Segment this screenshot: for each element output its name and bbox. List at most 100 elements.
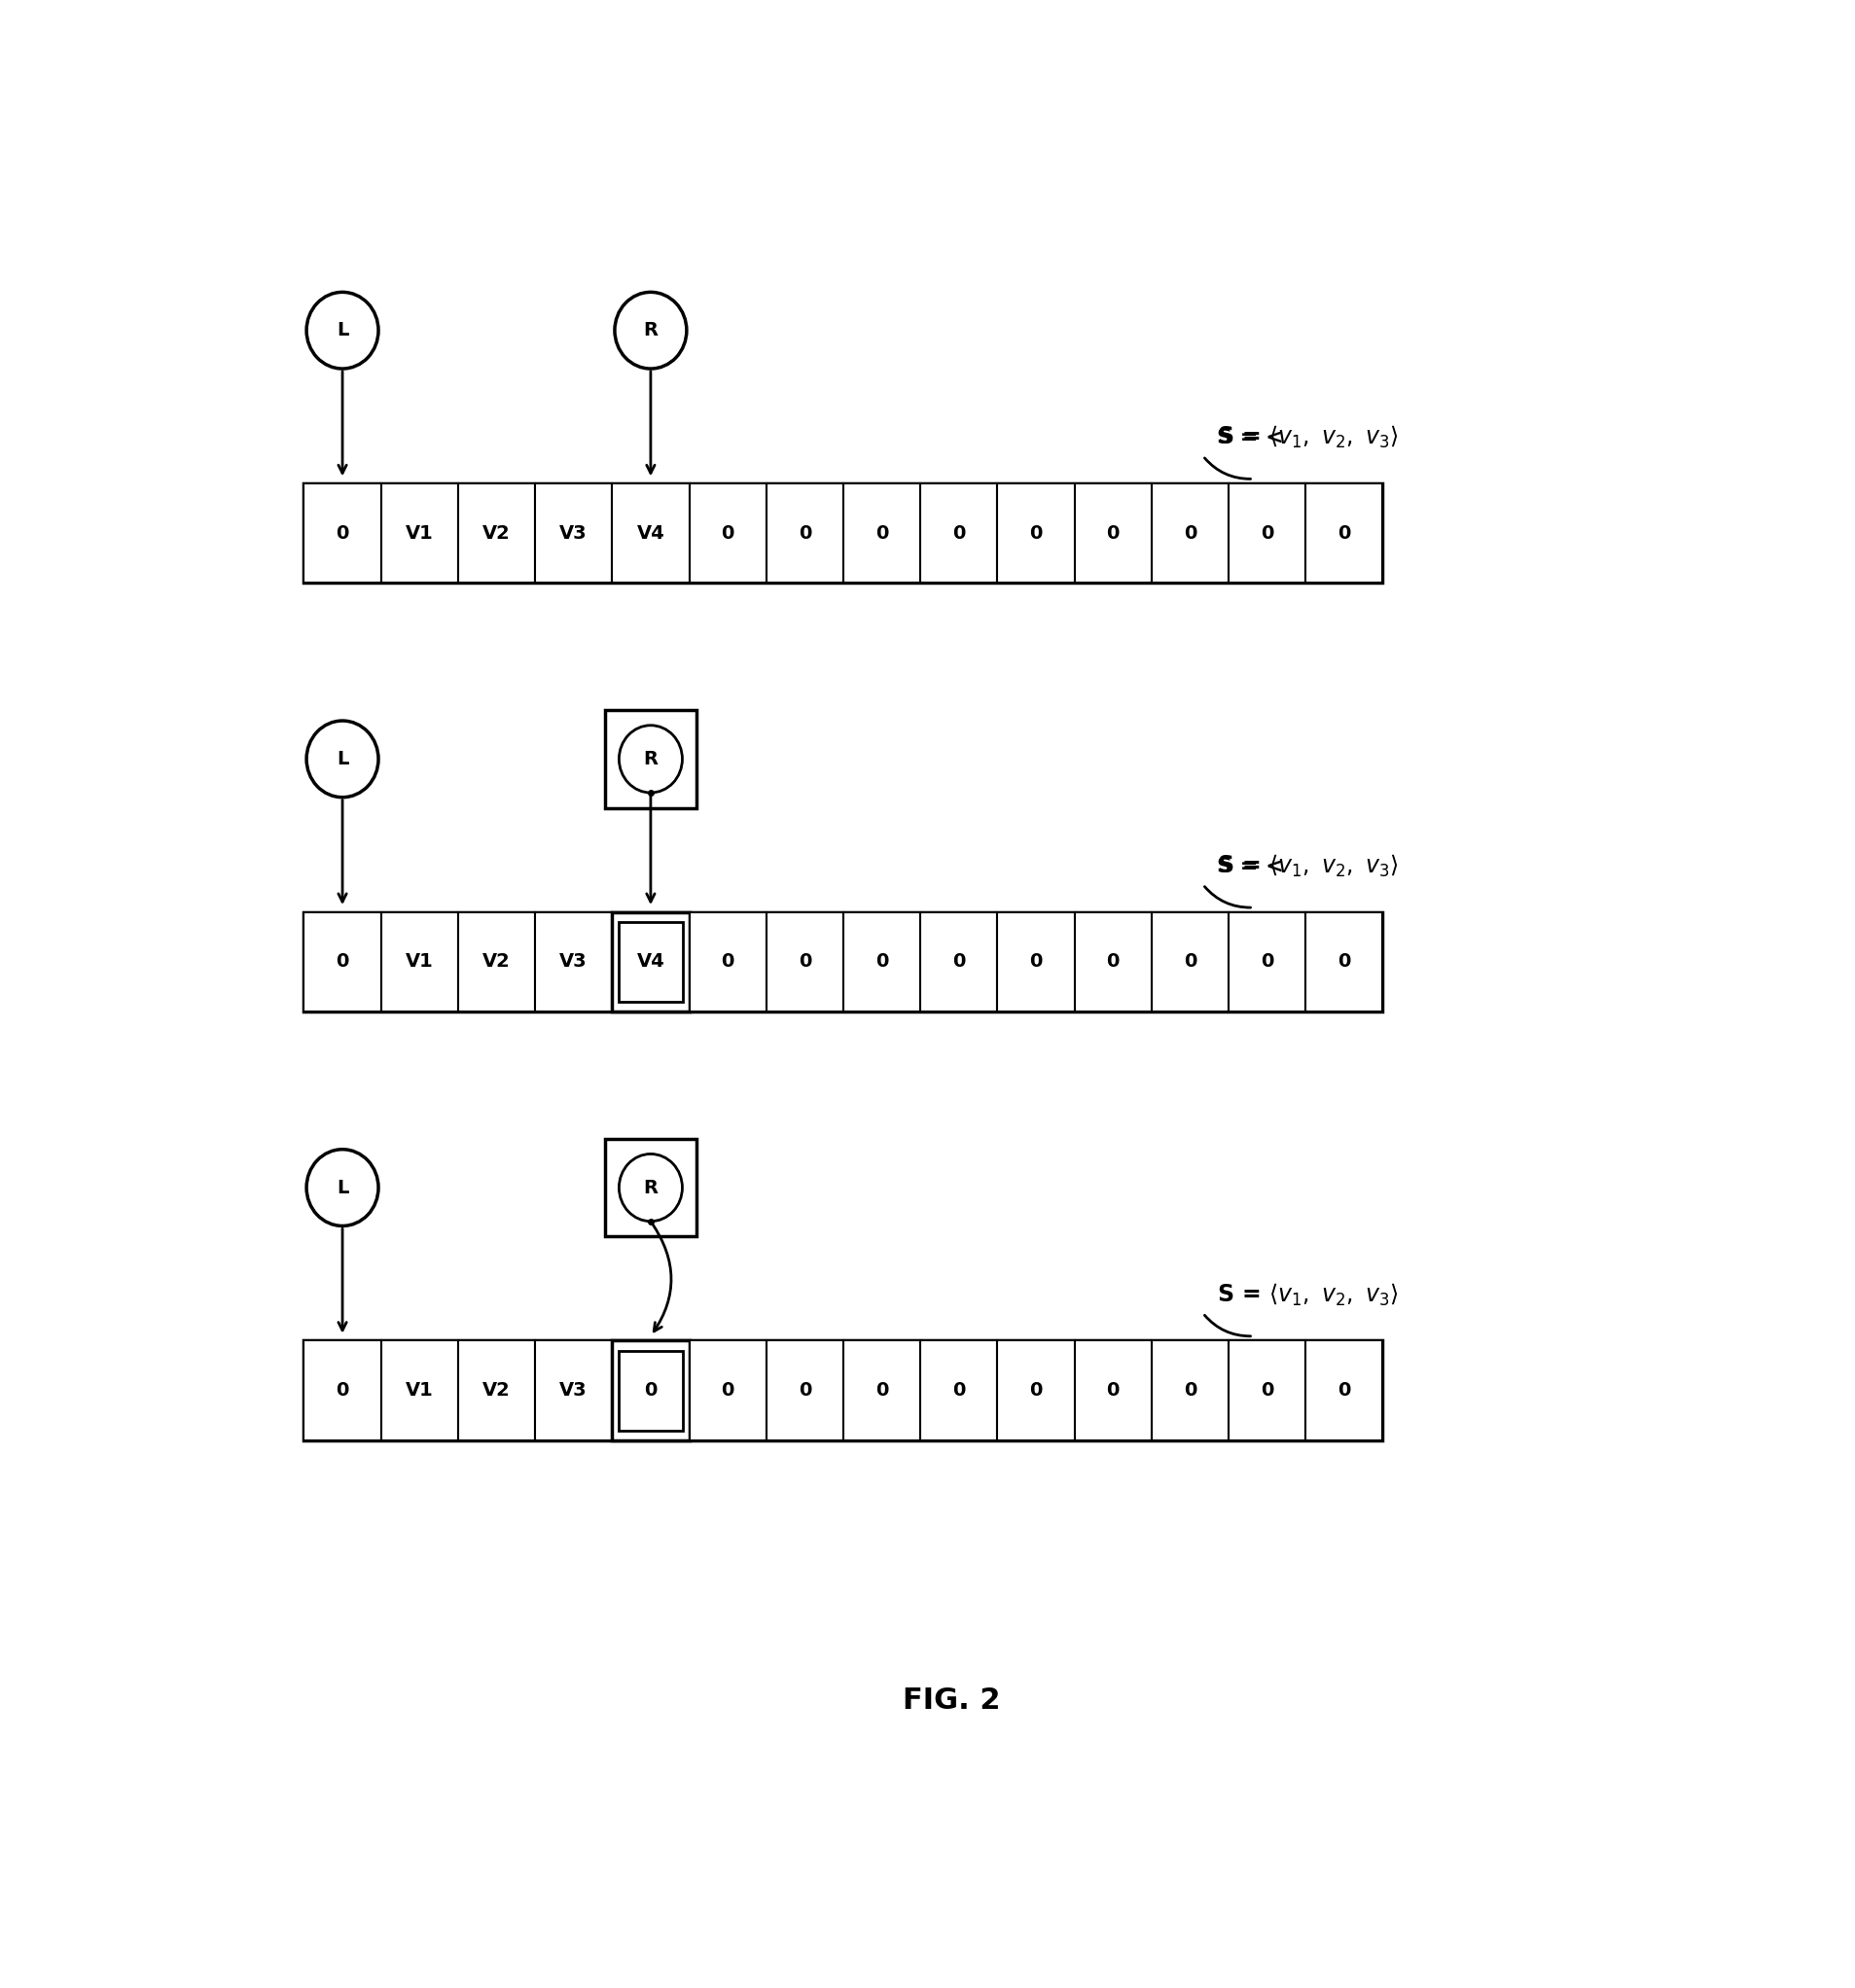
Circle shape [306,292,378,368]
Text: V3: V3 [560,525,588,543]
Bar [380,483,458,582]
Text: V2: V2 [482,952,510,970]
Bar [1304,912,1382,1012]
Bar [920,912,996,1012]
Text: 0: 0 [1260,952,1273,970]
Text: 0: 0 [1106,1382,1119,1400]
Text: V4: V4 [636,952,664,970]
Text: 0: 0 [876,525,889,543]
Bar [304,912,380,1012]
Bar [996,483,1074,582]
Bar [605,1139,696,1237]
Bar [1304,1340,1382,1439]
Text: 0: 0 [1337,952,1350,970]
Bar [996,912,1074,1012]
Text: 0: 0 [798,525,811,543]
Bar [920,483,996,582]
Text: 0: 0 [722,952,735,970]
Text: R: R [644,1179,659,1197]
Text: 0: 0 [722,525,735,543]
Bar [304,1340,1382,1439]
Bar [688,1340,766,1439]
Circle shape [614,292,686,368]
Bar [766,912,842,1012]
Bar [766,483,842,582]
Text: 0: 0 [876,952,889,970]
Bar [380,912,458,1012]
Bar [304,483,1382,582]
Bar [534,912,612,1012]
Text: S = $\langle v_1,\ v_2,\ v_3\rangle$: S = $\langle v_1,\ v_2,\ v_3\rangle$ [1217,423,1399,451]
Text: 0: 0 [798,1382,811,1400]
Circle shape [306,722,378,797]
Bar [612,483,688,582]
Text: 0: 0 [1260,1382,1273,1400]
Text: 0: 0 [336,952,349,970]
Bar [996,1340,1074,1439]
Bar [1228,483,1304,582]
Bar [1074,1340,1150,1439]
Text: 0: 0 [1337,1382,1350,1400]
Text: 0: 0 [722,1382,735,1400]
Text: V2: V2 [482,1382,510,1400]
Text: 0: 0 [644,1382,657,1400]
Text: V3: V3 [560,952,588,970]
Text: V1: V1 [404,952,434,970]
Bar [458,1340,534,1439]
Bar [842,1340,920,1439]
Text: 0: 0 [1337,525,1350,543]
Bar [605,710,696,807]
Bar [304,483,380,582]
Circle shape [620,726,683,793]
Text: 0: 0 [1183,525,1196,543]
Bar [1150,1340,1228,1439]
Bar [1150,483,1228,582]
Text: 0: 0 [1030,1382,1043,1400]
Text: 0: 0 [1183,1382,1196,1400]
Text: 0: 0 [876,1382,889,1400]
Text: S = $\langle v_1,\ v_2,\ v_3\rangle$: S = $\langle v_1,\ v_2,\ v_3\rangle$ [1217,1282,1399,1308]
Text: 0: 0 [1106,952,1119,970]
Text: 0: 0 [952,952,965,970]
Text: 0: 0 [952,1382,965,1400]
Bar [1150,912,1228,1012]
Bar [688,912,766,1012]
Bar [304,1340,380,1439]
Bar [1228,912,1304,1012]
Bar [618,922,683,1002]
Text: 0: 0 [1106,525,1119,543]
Text: 0: 0 [952,525,965,543]
Bar [1228,1340,1304,1439]
Text: R: R [644,322,659,340]
Bar [920,1340,996,1439]
Text: 0: 0 [1030,525,1043,543]
Text: 0: 0 [336,1382,349,1400]
Bar [304,912,1382,1012]
Text: 0: 0 [798,952,811,970]
Text: V2: V2 [482,525,510,543]
Bar [1074,912,1150,1012]
Bar [688,483,766,582]
Circle shape [306,1149,378,1227]
Bar [458,912,534,1012]
Text: 0: 0 [1260,525,1273,543]
Text: L: L [336,322,349,340]
Bar [534,1340,612,1439]
Text: L: L [336,1179,349,1197]
Bar [842,483,920,582]
Text: V3: V3 [560,1382,588,1400]
Text: FIG. 2: FIG. 2 [902,1686,1000,1714]
Bar [766,1340,842,1439]
Text: L: L [336,749,349,767]
Text: 0: 0 [1030,952,1043,970]
Text: S = $\langle v_1,\ v_2,\ v_3\rangle$: S = $\langle v_1,\ v_2,\ v_3\rangle$ [1217,853,1399,879]
Bar [842,912,920,1012]
Text: 0: 0 [336,525,349,543]
Bar [380,1340,458,1439]
Circle shape [620,1153,683,1221]
Bar [458,483,534,582]
Bar [612,912,688,1012]
Text: V1: V1 [404,1382,434,1400]
Text: V4: V4 [636,525,664,543]
Bar [618,1350,683,1429]
